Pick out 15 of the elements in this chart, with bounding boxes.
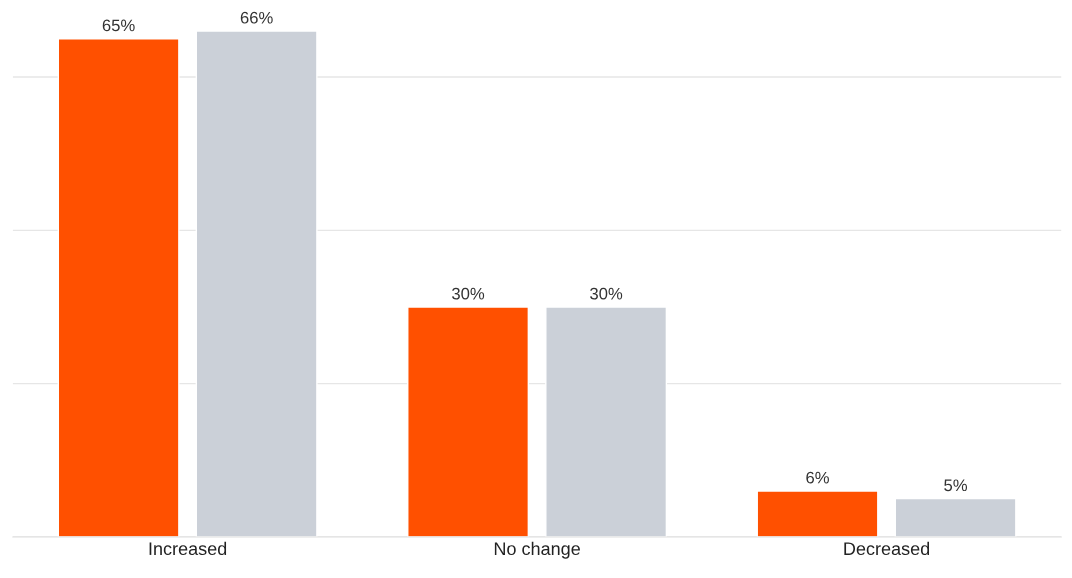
data-label: 5% <box>944 479 968 492</box>
data-label: 30% <box>452 287 485 300</box>
bar <box>57 38 180 537</box>
x-tick-label: Decreased <box>844 541 930 556</box>
data-label: 66% <box>240 11 273 24</box>
bar <box>195 30 318 537</box>
x-tick-label: No change <box>494 541 580 559</box>
bar <box>407 306 530 537</box>
data-label: 65% <box>102 19 135 32</box>
data-label: 6% <box>806 471 829 484</box>
bar <box>756 490 879 537</box>
bar <box>545 306 668 537</box>
data-label: 30% <box>590 287 623 300</box>
x-tick-label: Increased <box>149 541 227 556</box>
bar <box>894 497 1017 537</box>
